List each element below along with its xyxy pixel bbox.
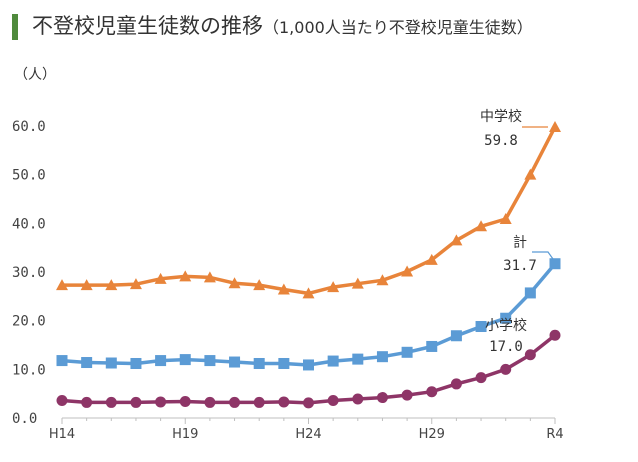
y-tick-label: 50.0 [12,168,46,184]
data-point-junior-high [499,212,512,224]
annotation-name-junior-high: 中学校 [480,108,522,125]
data-point-elementary [450,378,462,390]
data-point-junior-high [524,168,537,180]
data-point-total [549,258,561,270]
data-point-elementary [229,396,241,408]
chart-title: 不登校児童生徒数の推移（1,000人当たり不登校児童生徒数） [32,10,533,40]
data-point-elementary [130,396,142,408]
data-point-total [81,357,93,369]
x-tick-label: H19 [172,427,198,442]
data-point-elementary [204,396,216,408]
data-point-junior-high [203,271,216,283]
chart-title-main: 不登校児童生徒数の推移 [32,14,263,38]
data-point-total [450,330,462,342]
y-tick-label: 30.0 [12,265,46,281]
data-point-total [278,357,290,369]
data-point-junior-high [327,281,340,293]
data-point-total [426,340,438,352]
annotation-name-total: 計 [513,235,527,251]
data-point-total [105,357,117,369]
data-point-total [229,356,241,368]
data-point-total [253,357,265,369]
data-point-elementary [376,392,388,404]
data-point-total [56,355,68,367]
data-point-elementary [549,329,561,341]
data-point-elementary [475,372,487,384]
data-point-junior-high [351,277,364,289]
data-point-junior-high [277,283,290,295]
data-point-elementary [56,394,68,406]
y-tick-label: 60.0 [12,119,46,135]
data-point-total [376,351,388,363]
annotation-value-elementary: 17.0 [489,339,523,355]
annotation-leader-total [532,251,554,260]
data-point-junior-high [56,279,68,291]
data-point-junior-high [253,279,266,291]
data-point-total [500,312,512,324]
data-point-junior-high [228,277,241,289]
annotation-value-junior-high: 59.8 [484,133,518,149]
y-tick-label: 40.0 [12,216,46,232]
x-tick-label: R4 [546,427,563,442]
data-point-total [303,359,314,371]
data-point-junior-high [549,120,561,132]
x-tick-label: H29 [419,427,445,442]
data-point-elementary [81,396,93,408]
data-point-junior-high [475,220,488,232]
data-point-total [475,321,487,333]
data-point-junior-high [154,272,167,284]
data-point-elementary [524,349,536,361]
data-point-junior-high [450,234,463,246]
data-point-total [130,357,142,369]
chart-title-sub: （1,000人当たり不登校児童生徒数） [263,18,533,37]
y-tick-label: 20.0 [12,314,46,330]
data-point-elementary [352,393,364,405]
series-line-junior-high [62,126,557,296]
data-point-elementary [105,396,117,408]
data-point-total [524,287,536,299]
data-point-total [401,346,413,358]
data-point-junior-high [105,279,118,291]
data-point-total [204,355,216,367]
data-point-junior-high [129,278,142,290]
data-point-elementary [500,363,512,375]
data-point-total [179,354,191,366]
x-tick-label: H14 [49,427,75,442]
x-tick-label: H24 [295,427,321,442]
data-point-elementary [155,396,167,408]
title-accent-bar [12,14,18,40]
data-point-elementary [426,386,438,398]
data-point-total [327,355,339,367]
annotation-value-total: 31.7 [503,258,537,274]
data-point-elementary [278,396,290,408]
data-point-junior-high [302,287,315,299]
y-tick-label: 0.0 [12,411,37,427]
data-point-junior-high [425,253,438,265]
data-point-elementary [179,395,191,407]
data-point-elementary [253,396,265,408]
annotation-name-elementary: 小学校 [485,317,527,334]
data-point-total [352,353,364,365]
data-point-junior-high [179,270,192,282]
data-point-elementary [401,389,413,401]
data-point-total [155,355,167,367]
data-point-junior-high [401,265,414,277]
data-point-elementary [303,397,314,409]
data-point-junior-high [376,274,389,286]
data-point-elementary [327,394,339,406]
data-point-junior-high [80,279,93,291]
y-axis-unit-label: （人） [14,67,56,83]
y-tick-label: 10.0 [12,362,46,378]
